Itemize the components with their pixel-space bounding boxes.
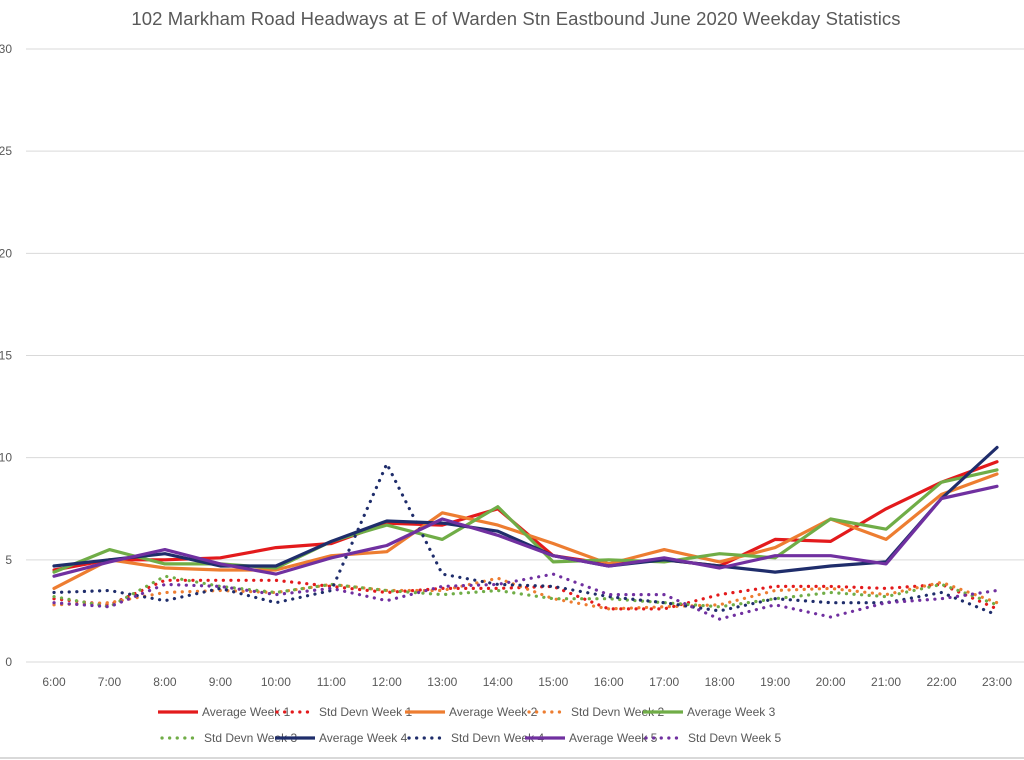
x-tick-label: 12:00 [372, 675, 402, 689]
legend-item-average-week-2[interactable]: Average Week 2 [405, 705, 538, 719]
series-line-std-devn-week-4 [52, 462, 999, 617]
series-line-std-devn-week-3 [52, 574, 999, 609]
legend-item-average-week-1[interactable]: Average Week 1 [158, 705, 291, 719]
x-tick-label: 17:00 [649, 675, 679, 689]
x-tick-label: 21:00 [871, 675, 901, 689]
legend-item-std-devn-week-5[interactable]: Std Devn Week 5 [644, 731, 781, 745]
x-tick-label: 23:00 [982, 675, 1012, 689]
legend-label: Average Week 1 [202, 705, 291, 719]
y-axis-tick-labels: 0 5 10 15 20 25 30 [0, 42, 12, 669]
x-tick-label: 18:00 [705, 675, 735, 689]
y-tick-label: 15 [0, 349, 12, 363]
legend-label: Std Devn Week 2 [571, 705, 664, 719]
legend-item-std-devn-week-3[interactable]: Std Devn Week 3 [160, 731, 297, 745]
legend-label: Std Devn Week 1 [319, 705, 412, 719]
x-tick-label: 6:00 [42, 675, 66, 689]
x-tick-label: 9:00 [209, 675, 233, 689]
legend-label: Average Week 2 [449, 705, 538, 719]
legend-item-average-week-5[interactable]: Average Week 5 [525, 731, 658, 745]
legend-label: Average Week 5 [569, 731, 658, 745]
legend-label: Std Devn Week 5 [688, 731, 781, 745]
x-axis-tick-labels: 6:00 7:00 8:00 9:00 10:00 11:00 12:00 13:00 14:0… [42, 675, 1012, 689]
series-line-average-week-1 [52, 460, 999, 572]
legend-item-std-devn-week-4[interactable]: Std Devn Week 4 [407, 731, 544, 745]
x-tick-label: 10:00 [261, 675, 291, 689]
x-tick-label: 16:00 [594, 675, 624, 689]
y-tick-label: 0 [5, 655, 12, 669]
x-tick-label: 19:00 [760, 675, 790, 689]
series-line-std-devn-week-1 [52, 578, 999, 611]
series-line-average-week-4 [52, 445, 999, 574]
x-tick-label: 11:00 [317, 675, 346, 689]
x-tick-label: 14:00 [483, 675, 513, 689]
legend-label: Average Week 4 [319, 731, 408, 745]
legend-label: Average Week 3 [687, 705, 776, 719]
x-tick-label: 22:00 [927, 675, 957, 689]
y-tick-label: 5 [5, 553, 12, 567]
x-tick-label: 7:00 [98, 675, 122, 689]
series-line-std-devn-week-5 [52, 572, 999, 621]
x-tick-label: 20:00 [816, 675, 846, 689]
y-tick-label: 30 [0, 42, 12, 56]
y-tick-label: 20 [0, 246, 12, 260]
legend-item-std-devn-week-1[interactable]: Std Devn Week 1 [275, 705, 412, 719]
x-tick-label: 13:00 [427, 675, 457, 689]
series-line-average-week-5 [52, 484, 999, 578]
legend-item-average-week-4[interactable]: Average Week 4 [275, 731, 408, 745]
gridlines [26, 48, 1024, 663]
y-tick-label: 10 [0, 451, 12, 465]
legend-label: Std Devn Week 3 [204, 731, 297, 745]
series-lines [52, 445, 999, 621]
chart-title: 102 Markham Road Headways at E of Warden… [131, 8, 901, 29]
legend-label: Std Devn Week 4 [451, 731, 544, 745]
legend-item-std-devn-week-2[interactable]: Std Devn Week 2 [527, 705, 664, 719]
chart-bottom-border [0, 757, 1024, 759]
x-tick-label: 15:00 [538, 675, 568, 689]
x-tick-label: 8:00 [153, 675, 177, 689]
legend-item-average-week-3[interactable]: Average Week 3 [643, 705, 776, 719]
legend: Average Week 1 Std Devn Week 1 Average Wee… [158, 705, 781, 745]
y-tick-label: 25 [0, 144, 12, 158]
